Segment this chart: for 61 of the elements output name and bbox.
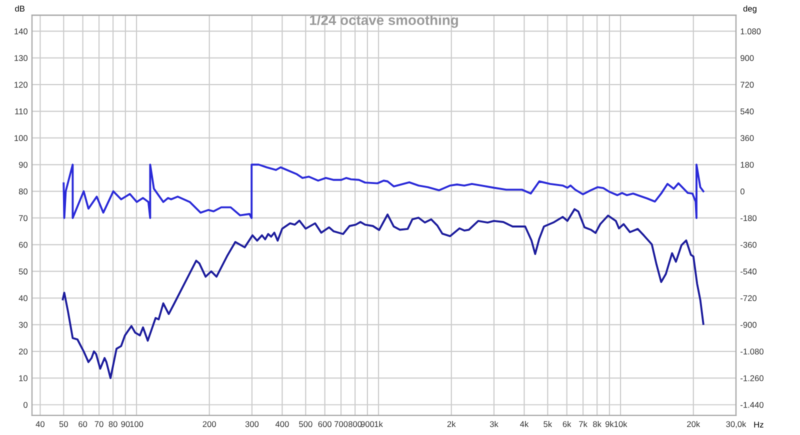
y-tick-label: 60: [18, 242, 28, 248]
y-tick-label: 0: [24, 402, 28, 408]
x-tick-label: 300: [245, 421, 259, 428]
y2-tick-label: -360: [740, 242, 757, 248]
y2-tick-label: -900: [740, 322, 757, 328]
y-tick-label: 70: [18, 215, 28, 222]
y2-tick-label: -1.080: [740, 348, 764, 354]
x-tick-label: 2k: [447, 420, 456, 428]
x-tick-label: 50: [59, 421, 68, 428]
y-tick-label: 30: [18, 322, 28, 328]
x-tick-label: 7k: [579, 420, 588, 428]
y2-tick-label: -180: [740, 215, 757, 222]
y2-tick-label: -540: [740, 268, 757, 274]
y-tick-label: 120: [14, 82, 28, 88]
x-tick-label: 700: [334, 421, 348, 428]
x-tick-label: 900: [360, 421, 374, 428]
x-tick-label: 200: [202, 421, 216, 428]
y2-tick-label: -1.440: [740, 402, 764, 408]
x-tick-label: 400: [275, 421, 289, 428]
y-tick-label: 140: [14, 28, 28, 34]
y-tick-label: 110: [15, 108, 28, 114]
x-tick-label: 1k: [374, 420, 383, 428]
y2-tick-label: 360: [740, 135, 754, 142]
y-tick-label: 50: [18, 268, 28, 274]
x-tick-label: 100: [130, 421, 144, 428]
y2-tick-label: -1.260: [740, 375, 764, 382]
x-tick-label: 90: [121, 421, 130, 428]
x-tick-label: 30,0k: [726, 420, 746, 428]
x-tick-label: 70: [94, 421, 104, 428]
x-tick-label: 10k: [614, 420, 628, 428]
y-tick-label: 10: [19, 375, 28, 382]
x-tick-label: 5k: [544, 420, 552, 428]
y2-tick-label: 540: [740, 108, 754, 114]
x-tick-label: 60: [78, 421, 88, 428]
y2-tick-label: 720: [740, 82, 754, 88]
x-tick-label: 3k: [490, 420, 498, 428]
y2-tick-label: 1.080: [740, 28, 761, 34]
x-tick-label: 40: [36, 421, 45, 428]
chart-title: 1/24 octave smoothing: [310, 14, 458, 28]
x-tick-label: 800: [348, 421, 362, 428]
y-tick-label: 80: [18, 188, 28, 194]
y2-axis-title: deg: [743, 5, 756, 14]
x-tick-label: 8k: [593, 420, 602, 428]
y2-tick-label: 900: [740, 55, 754, 62]
x-tick-label: 9k: [605, 420, 614, 428]
y2-tick-label: 180: [740, 162, 754, 168]
y-tick-label: 90: [18, 162, 28, 168]
y-tick-label: 100: [14, 135, 28, 142]
y2-tick-label: 0: [740, 188, 744, 194]
y2-tick-label: -720: [740, 295, 757, 302]
y-tick-label: 40: [18, 295, 28, 302]
x-tick-label: 20k: [687, 420, 700, 428]
y-tick-label: 20: [18, 348, 28, 354]
x-tick-label: 600: [318, 421, 332, 428]
y-tick-label: 130: [14, 55, 28, 62]
x-tick-label: 4k: [520, 420, 529, 428]
x-tick-label: 500: [299, 421, 312, 428]
x-tick-label: 6k: [562, 420, 572, 428]
y-axis-title: dB: [15, 5, 25, 12]
x-tick-label: 80: [108, 421, 118, 428]
x-axis-title: Hz: [754, 422, 764, 428]
